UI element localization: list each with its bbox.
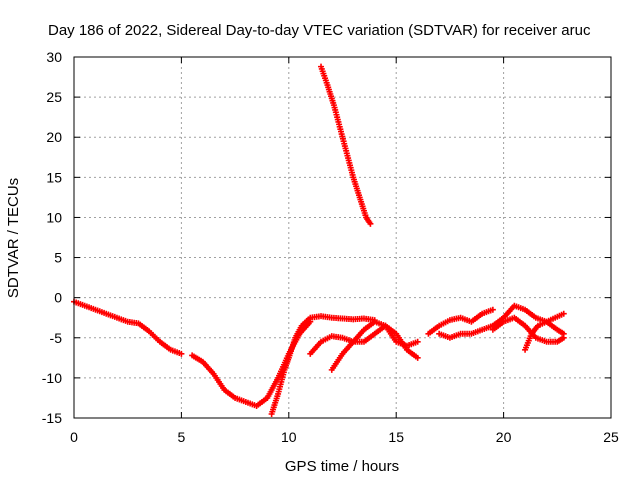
data-point <box>414 354 421 361</box>
series-track-b <box>189 318 314 409</box>
series-track-j <box>522 310 567 353</box>
x-tick-label: 10 <box>281 429 297 445</box>
y-tick-label: 0 <box>54 290 62 306</box>
y-tick-label: 30 <box>46 49 62 65</box>
data-point <box>414 338 421 345</box>
x-tick-label: 5 <box>178 429 186 445</box>
y-tick-label: 10 <box>46 209 62 225</box>
y-axis-label: SDTVAR / TECUs <box>5 178 22 298</box>
y-tick-labels: -15 -10 -5 0 5 10 15 20 25 30 <box>42 49 62 426</box>
axis-ticks <box>73 56 612 419</box>
data-point <box>489 306 496 313</box>
plot-frame <box>73 56 612 419</box>
series-track-a <box>71 298 185 357</box>
y-tick-label: 15 <box>46 169 62 185</box>
y-tick-label: -15 <box>42 410 62 426</box>
series-track-h <box>436 302 567 341</box>
series-track-c <box>268 313 378 417</box>
x-axis-label: GPS time / hours <box>285 458 399 475</box>
y-tick-label: -10 <box>42 370 62 386</box>
x-tick-label: 0 <box>70 429 78 445</box>
data-point <box>560 310 567 317</box>
x-tick-labels: 0 5 10 15 20 25 <box>70 429 619 445</box>
series-track-d <box>318 63 374 227</box>
x-tick-label: 20 <box>496 429 512 445</box>
x-tick-label: 25 <box>603 429 619 445</box>
data-point <box>178 350 185 357</box>
chart-title: Day 186 of 2022, Sidereal Day-to-day VTE… <box>48 22 591 39</box>
data-points <box>71 63 567 417</box>
y-tick-label: 20 <box>46 129 62 145</box>
y-tick-label: 25 <box>46 89 62 105</box>
series-track-f <box>328 318 421 373</box>
series-track-g <box>425 306 496 337</box>
y-tick-label: 5 <box>54 250 62 266</box>
data-point <box>560 334 567 341</box>
y-tick-label: -5 <box>50 330 63 346</box>
data-point <box>367 220 374 227</box>
x-tick-label: 15 <box>388 429 404 445</box>
grid-layer <box>74 57 611 418</box>
